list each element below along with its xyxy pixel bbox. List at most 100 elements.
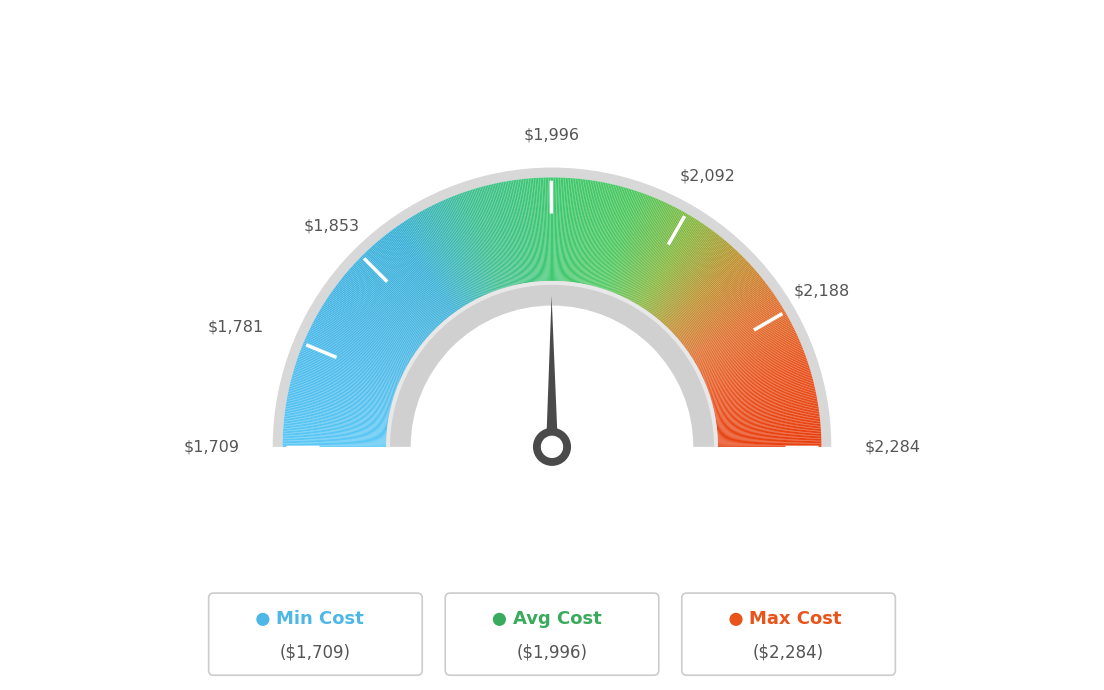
Wedge shape [710, 375, 813, 404]
Wedge shape [703, 340, 800, 382]
Wedge shape [295, 364, 395, 397]
Wedge shape [693, 310, 785, 364]
Wedge shape [287, 398, 391, 418]
Wedge shape [716, 445, 821, 447]
Wedge shape [634, 213, 688, 305]
Wedge shape [668, 255, 743, 331]
Wedge shape [383, 236, 449, 319]
Wedge shape [652, 234, 719, 317]
Wedge shape [696, 315, 788, 368]
Wedge shape [570, 179, 583, 284]
Wedge shape [667, 254, 741, 330]
Wedge shape [469, 190, 502, 290]
Wedge shape [715, 415, 819, 428]
Text: $2,092: $2,092 [680, 169, 735, 184]
Wedge shape [651, 233, 718, 317]
Text: ($2,284): ($2,284) [753, 643, 824, 661]
Wedge shape [480, 187, 509, 288]
Wedge shape [686, 291, 773, 353]
Wedge shape [708, 360, 808, 395]
Wedge shape [331, 291, 418, 353]
Wedge shape [457, 194, 496, 293]
Wedge shape [619, 201, 664, 297]
Wedge shape [714, 410, 819, 425]
Wedge shape [677, 271, 757, 341]
Wedge shape [622, 202, 667, 298]
Wedge shape [310, 328, 405, 375]
Wedge shape [285, 413, 389, 427]
Wedge shape [306, 335, 403, 380]
Wedge shape [365, 252, 438, 328]
Wedge shape [424, 209, 475, 302]
Wedge shape [463, 193, 498, 292]
Wedge shape [716, 432, 821, 439]
Wedge shape [710, 373, 811, 403]
Wedge shape [283, 442, 388, 445]
Wedge shape [638, 217, 694, 308]
Wedge shape [299, 353, 399, 391]
Wedge shape [716, 442, 821, 445]
Wedge shape [285, 415, 389, 428]
Wedge shape [659, 242, 729, 323]
Wedge shape [689, 297, 777, 356]
Wedge shape [716, 438, 821, 443]
Wedge shape [288, 391, 391, 414]
Wedge shape [691, 302, 781, 359]
Wedge shape [699, 326, 794, 374]
Wedge shape [679, 277, 762, 344]
Wedge shape [555, 177, 559, 283]
Wedge shape [288, 393, 391, 415]
Wedge shape [327, 298, 415, 357]
Wedge shape [391, 230, 455, 315]
Wedge shape [311, 324, 405, 373]
Wedge shape [710, 372, 811, 402]
Wedge shape [340, 279, 424, 346]
Wedge shape [521, 179, 534, 284]
Wedge shape [713, 398, 817, 418]
Circle shape [492, 613, 506, 626]
Wedge shape [700, 331, 796, 377]
Wedge shape [397, 225, 459, 312]
Wedge shape [644, 223, 703, 311]
Wedge shape [622, 203, 668, 299]
Wedge shape [385, 234, 452, 317]
Wedge shape [400, 224, 459, 312]
Wedge shape [703, 342, 800, 384]
Wedge shape [681, 280, 765, 346]
Wedge shape [318, 311, 410, 365]
Wedge shape [712, 383, 814, 409]
Wedge shape [464, 192, 499, 292]
Wedge shape [286, 403, 390, 421]
Wedge shape [543, 177, 548, 283]
Wedge shape [701, 335, 798, 380]
Wedge shape [319, 310, 411, 364]
Wedge shape [436, 203, 482, 299]
Wedge shape [648, 229, 712, 315]
Wedge shape [672, 264, 751, 336]
Wedge shape [384, 235, 450, 318]
Wedge shape [569, 179, 581, 284]
Wedge shape [317, 314, 410, 367]
Wedge shape [709, 364, 809, 397]
Wedge shape [434, 204, 481, 299]
Wedge shape [655, 236, 721, 319]
Wedge shape [517, 179, 531, 284]
Wedge shape [661, 246, 733, 325]
Wedge shape [711, 380, 814, 407]
Wedge shape [697, 320, 790, 371]
Wedge shape [627, 208, 678, 302]
Wedge shape [680, 278, 763, 344]
Wedge shape [376, 241, 446, 322]
Wedge shape [323, 302, 413, 359]
Wedge shape [582, 182, 603, 286]
Wedge shape [514, 180, 530, 284]
Wedge shape [586, 184, 609, 286]
Wedge shape [335, 287, 420, 351]
Wedge shape [442, 200, 486, 297]
Wedge shape [405, 220, 463, 309]
Wedge shape [694, 313, 786, 366]
Wedge shape [481, 186, 510, 288]
Wedge shape [284, 426, 389, 435]
Wedge shape [554, 177, 558, 283]
Wedge shape [293, 372, 394, 402]
